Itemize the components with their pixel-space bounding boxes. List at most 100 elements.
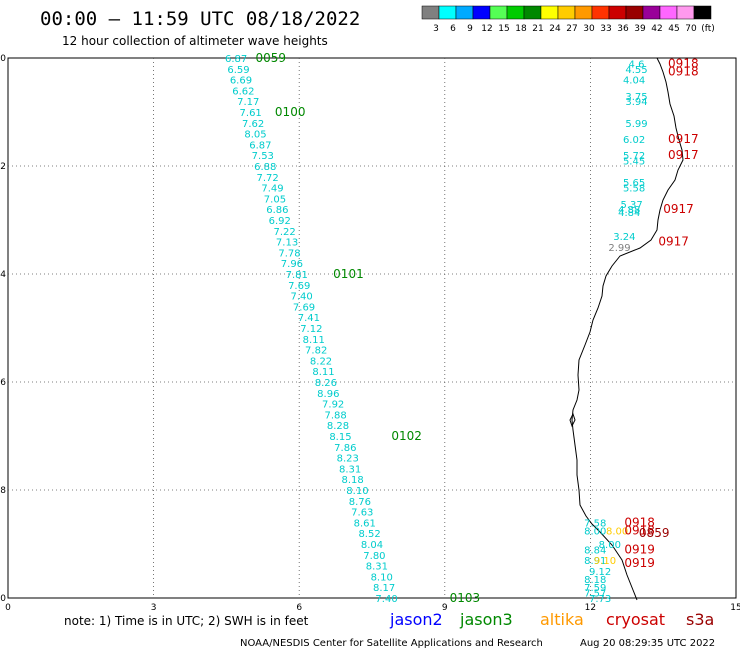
swh-value-label: 7.72 (257, 173, 279, 184)
colorbar-swatch (659, 5, 678, 20)
swh-value-label: 8.15 (329, 432, 351, 443)
swh-value-label: 3.94 (625, 97, 647, 108)
swh-value-label: 6.59 (227, 65, 249, 76)
pass-id-label: 0918 (668, 65, 699, 79)
footer-timestamp: Aug 20 08:29:35 UTC 2022 (580, 638, 715, 649)
swh-value-label: 8.52 (358, 529, 380, 540)
colorbar-swatch (523, 5, 542, 20)
x-tick-label: 12 (585, 603, 596, 613)
pass-id-label: 0918 (624, 524, 655, 538)
pass-id-label: 0919 (624, 542, 655, 556)
colorbar-swatch (489, 5, 508, 20)
colorbar-label: 21 (532, 24, 543, 34)
colorbar-label: 45 (668, 24, 679, 34)
swh-value-label: 6.92 (269, 216, 291, 227)
swh-value-label: 6.02 (623, 135, 645, 146)
colorbar-swatch (642, 5, 661, 20)
colorbar-legend: 3 6 9 12 15 18 21 24 27 30 33 36 39 42 45 70 (ft) (421, 5, 715, 34)
swh-value-label: 5.45 (623, 157, 645, 168)
swh-value-label: 7.62 (242, 119, 264, 130)
colorbar-label: 18 (515, 24, 527, 34)
swh-value-label: 8.00 (606, 527, 628, 538)
colorbar-swatch (455, 5, 474, 20)
swh-value-label: 3.24 (613, 232, 635, 243)
swh-value-label: 5.72 (623, 151, 645, 162)
swh-value-label: 6.62 (232, 86, 254, 97)
swh-value-label: 4.84 (618, 208, 640, 219)
colorbar-label: 39 (634, 24, 646, 34)
swh-value-label: 8.91 (584, 556, 606, 567)
swh-value-label: 4.6 (629, 59, 645, 70)
colorbar-swatch (608, 5, 627, 20)
x-tick-label: 15 (730, 603, 740, 613)
swh-value-label: 8.22 (310, 356, 332, 367)
colorbar-label: 6 (450, 24, 456, 34)
swh-value-label: 7.73 (589, 594, 611, 605)
swh-value-label: 4.55 (625, 65, 647, 76)
y-tick-label: -14 (0, 270, 6, 280)
colorbar-swatch (591, 5, 610, 20)
swh-value-label: 7.49 (261, 184, 283, 195)
swh-value-label: 7.05 (264, 194, 286, 205)
colorbar-label: 42 (651, 24, 662, 34)
swh-value-label: 5.37 (621, 200, 643, 211)
colorbar-label: 36 (617, 24, 629, 34)
pass-id-label: 0917 (668, 132, 699, 146)
pass-id-label: 0918 (624, 515, 655, 529)
satellite-legend-jason2: jason2 (389, 610, 443, 629)
pass-id-label: 0919 (624, 556, 655, 570)
swh-value-label: 7.81 (286, 270, 308, 281)
colorbar-label: (ft) (701, 24, 715, 34)
swh-value-label: 4.04 (623, 76, 645, 87)
swh-value-label: 7.12 (300, 324, 322, 335)
swh-value-label: 5.58 (623, 184, 645, 195)
colorbar-swatch (625, 5, 644, 20)
swh-value-label: 7.59 (584, 583, 606, 594)
swh-value-label: 9.12 (589, 567, 611, 578)
pass-id-label: 0100 (275, 105, 306, 119)
y-tick-label: -16 (0, 378, 6, 388)
colorbar-swatch (540, 5, 559, 20)
coastline-path (571, 57, 684, 601)
satellite-legend-jason3: jason3 (459, 610, 513, 629)
axis-ticks: 0 3 6 9 12 15 -10 -12 -14 -16 -18 -20 (0, 54, 740, 613)
swh-value-label: 5.99 (625, 119, 647, 130)
swh-value-label: 8.28 (327, 421, 349, 432)
swh-value-label: 8.00 (584, 527, 606, 538)
swh-value-label: 8.10 (371, 572, 393, 583)
swh-value-label: 7.96 (281, 259, 303, 270)
swh-value-label: 5.65 (623, 178, 645, 189)
swh-value-label: 6.69 (230, 76, 252, 87)
swh-value-label: 7.61 (240, 108, 262, 119)
swh-value-label: 8.31 (339, 464, 361, 475)
pass-id-label: 0859 (639, 526, 670, 540)
colorbar-swatch (676, 5, 695, 20)
swh-value-label: 8.00 (599, 540, 621, 551)
y-tick-label: -12 (0, 162, 6, 172)
pass-id-label: 0101 (333, 267, 364, 281)
x-tick-label: 3 (151, 603, 157, 613)
swh-value-label: 3.75 (625, 92, 647, 103)
colorbar-label: 30 (583, 24, 595, 34)
grid-lines (7, 57, 737, 599)
swh-value-label: 7.40 (375, 594, 397, 605)
swh-value-label: 7.13 (276, 238, 298, 249)
coastline (569, 57, 684, 601)
swh-value-label: 7.82 (305, 346, 327, 357)
swh-value-label: 6.86 (266, 205, 288, 216)
swh-value-label: 6.88 (254, 162, 276, 173)
colorbar-label: 33 (600, 24, 611, 34)
colorbar-swatch (421, 5, 440, 20)
y-tick-label: -10 (0, 54, 6, 64)
swh-value-label: 8.18 (584, 575, 606, 586)
swh-points: 6.876.596.696.627.177.617.628.056.877.53… (225, 54, 648, 605)
swh-value-label: 8.11 (312, 367, 334, 378)
pass-id-label: 0917 (658, 235, 689, 249)
swh-value-label: 7.58 (584, 518, 606, 529)
x-tick-label: 9 (442, 603, 448, 613)
swh-value-label: 8.05 (244, 130, 266, 141)
swh-value-label: 9.10 (594, 556, 616, 567)
plot-frame (7, 57, 737, 599)
colorbar-label: 12 (481, 24, 492, 34)
